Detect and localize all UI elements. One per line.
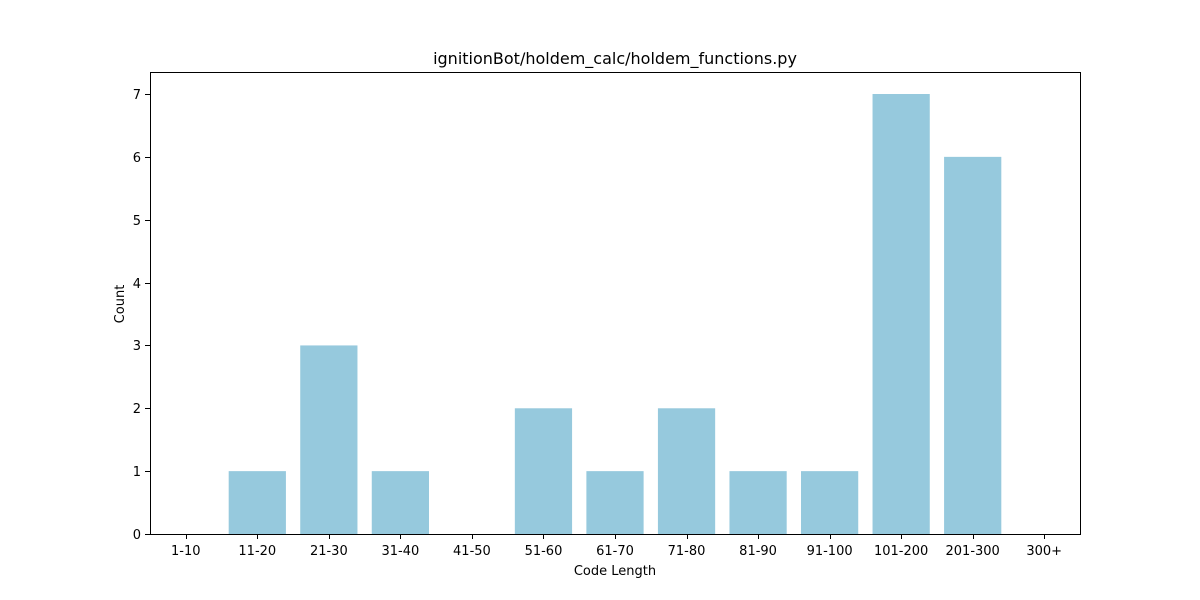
bar-71-80 — [657, 408, 716, 534]
x-tick-label: 41-50 — [453, 544, 491, 559]
x-tick-label: 21-30 — [310, 544, 348, 559]
y-tick-label: 0 — [133, 528, 141, 543]
ticks-layer: 1-10 11-20 21-30 31-40 41-50 51-60 61-70 71-80 8… — [133, 88, 1062, 559]
y-tick-label: 1 — [133, 465, 141, 480]
y-tick-label: 7 — [133, 88, 141, 103]
x-tick-label: 71-80 — [668, 544, 706, 559]
x-tick-label: 101-200 — [874, 544, 928, 559]
x-tick-label: 1-10 — [171, 544, 201, 559]
y-tick-label: 5 — [133, 214, 141, 229]
bar-101-200 — [872, 94, 930, 534]
x-tick-label: 61-70 — [596, 544, 634, 559]
bar-21-30 — [300, 345, 358, 534]
x-axis-label: Code Length — [574, 564, 656, 579]
y-tick-label: 2 — [133, 402, 141, 417]
bar-81-90 — [729, 471, 787, 534]
x-tick-label: 201-300 — [946, 544, 1000, 559]
bar-61-70 — [586, 471, 644, 534]
bars-layer — [228, 94, 1002, 534]
x-tick-label: 81-90 — [739, 544, 777, 559]
bar-11-20 — [228, 471, 286, 534]
x-tick-label: 31-40 — [381, 544, 419, 559]
bar-51-60 — [514, 408, 573, 534]
bar-31-40 — [371, 471, 429, 534]
plot-frame — [150, 72, 1081, 535]
chart-title: ignitionBot/holdem_calc/holdem_functions… — [433, 49, 797, 69]
x-tick-label: 51-60 — [525, 544, 563, 559]
y-tick-label: 4 — [133, 277, 141, 292]
y-axis-label: Count — [113, 285, 128, 324]
y-tick-label: 6 — [133, 151, 141, 166]
x-tick-label: 91-100 — [807, 544, 853, 559]
x-tick-label: 300+ — [1026, 544, 1062, 559]
x-tick-label: 11-20 — [238, 544, 276, 559]
y-tick-label: 3 — [133, 339, 141, 354]
bar-91-100 — [801, 471, 859, 534]
bar-201-300 — [944, 156, 1002, 534]
